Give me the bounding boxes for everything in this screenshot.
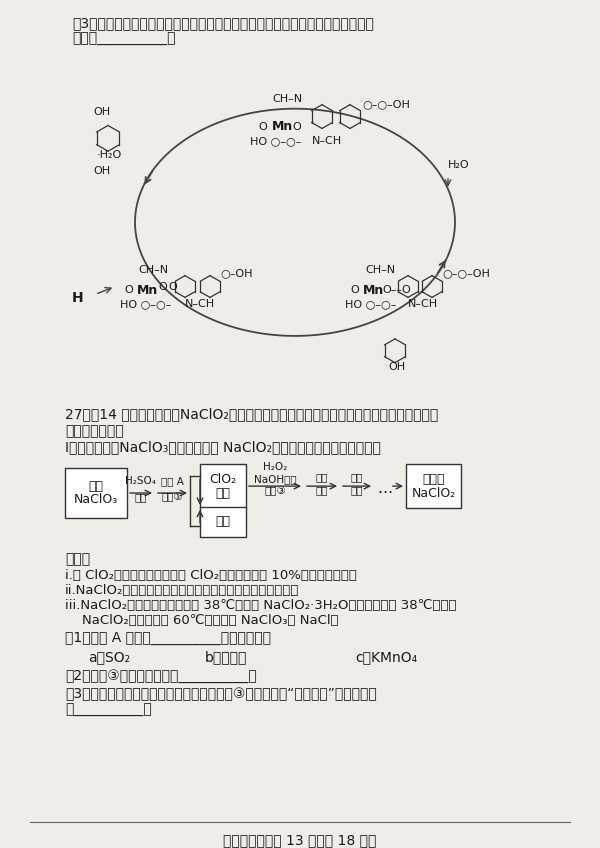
Text: 蔓发: 蔓发 — [316, 485, 328, 495]
Text: i.绯 ClO₂易分解爆炸，空气中 ClO₂的体积分数在 10%以下比较安全；: i.绯 ClO₂易分解爆炸，空气中 ClO₂的体积分数在 10%以下比较安全； — [65, 569, 357, 582]
Text: NaClO₂: NaClO₂ — [412, 487, 455, 499]
Text: 已知：: 已知： — [65, 552, 90, 566]
Text: OH: OH — [93, 107, 110, 117]
Text: Mn: Mn — [137, 283, 158, 297]
Text: HO ○–○–: HO ○–○– — [250, 137, 301, 147]
Text: H: H — [72, 292, 83, 305]
Text: 减压: 减压 — [316, 472, 328, 483]
Text: 溶解: 溶解 — [135, 492, 147, 502]
Text: CH–N: CH–N — [272, 94, 302, 103]
Text: 是__________。: 是__________。 — [65, 704, 152, 717]
Text: b．浓瞄酸: b．浓瞄酸 — [205, 650, 247, 664]
Text: 结晶: 结晶 — [351, 485, 363, 495]
Text: ○–○–OH: ○–○–OH — [442, 269, 490, 279]
Text: ClO₂: ClO₂ — [209, 472, 236, 486]
Text: Mn: Mn — [363, 283, 384, 297]
Text: NaClO₂晶体，高于 60℃时分解成 NaClO₃和 NaCl。: NaClO₂晶体，高于 60℃时分解成 NaClO₃和 NaCl。 — [65, 614, 338, 627]
Text: H₂SO₄: H₂SO₄ — [125, 477, 157, 486]
Text: HO ○–○–: HO ○–○– — [345, 299, 397, 310]
Text: 方程式__________。: 方程式__________。 — [72, 31, 176, 46]
Text: iii.NaClO₂饱和溶液在温度低于 38℃时析出 NaClO₂·3H₂O，等于或高于 38℃时析出: iii.NaClO₂饱和溶液在温度低于 38℃时析出 NaClO₂·3H₂O，等… — [65, 599, 457, 611]
Text: OH: OH — [93, 166, 110, 176]
Text: N–CH: N–CH — [312, 137, 342, 147]
Text: c．KMnO₄: c．KMnO₄ — [355, 650, 417, 664]
Text: 脆硝的吸收剂。: 脆硝的吸收剂。 — [65, 424, 124, 438]
Text: 粗产品: 粗产品 — [422, 472, 445, 486]
Text: 反应③: 反应③ — [264, 486, 286, 496]
Text: 27．（14 分）亚氯酸鼠（NaClO₂）是一种重要的杀菌消毒剂，同时也是对烟气进行脆硫、: 27．（14 分）亚氯酸鼠（NaClO₂）是一种重要的杀菌消毒剂，同时也是对烟气… — [65, 407, 438, 421]
Text: （3）有机反应中也常用到催化剂。某反应原理可以下图表示，写出此反应的化学: （3）有机反应中也常用到催化剂。某反应原理可以下图表示，写出此反应的化学 — [72, 16, 374, 30]
Text: O: O — [258, 121, 267, 131]
Text: CH–N: CH–N — [138, 265, 168, 275]
Text: 反应①: 反应① — [161, 492, 183, 502]
Text: （2）反应③的离子方程式为__________。: （2）反应③的离子方程式为__________。 — [65, 669, 257, 683]
Text: …: … — [377, 481, 392, 495]
Text: 高三理科综合第 13 页（共 18 页）: 高三理科综合第 13 页（共 18 页） — [223, 833, 377, 847]
Text: NaOH溶液: NaOH溶液 — [254, 474, 296, 484]
Text: O: O — [168, 282, 177, 292]
Text: ○–○–OH: ○–○–OH — [362, 99, 410, 109]
Text: NaClO₃: NaClO₃ — [74, 494, 118, 506]
Text: Mn: Mn — [272, 120, 293, 132]
Text: 试剂 A: 试剂 A — [161, 477, 184, 486]
Text: O: O — [124, 285, 133, 294]
Text: ii.NaClO₂在碱性溶液中稳定存在，在酸性溶液中迅速分解；: ii.NaClO₂在碱性溶液中稳定存在，在酸性溶液中迅速分解； — [65, 584, 299, 597]
Text: OH: OH — [388, 361, 405, 371]
Text: 冷却: 冷却 — [351, 472, 363, 483]
FancyBboxPatch shape — [200, 465, 246, 508]
Text: H₂O: H₂O — [448, 160, 470, 170]
Text: N–CH: N–CH — [185, 299, 215, 310]
Text: （3）已知压强越大，物质的沸点越高。反应③结束后采用“减压蔓发”操作的原因: （3）已知压强越大，物质的沸点越高。反应③结束后采用“减压蔓发”操作的原因 — [65, 688, 377, 701]
Text: ○–OH: ○–OH — [220, 269, 253, 279]
Text: O: O — [292, 121, 301, 131]
Text: H₂O₂: H₂O₂ — [263, 462, 287, 472]
Text: O––O: O––O — [382, 285, 411, 294]
Text: ·H₂O: ·H₂O — [97, 150, 122, 160]
Text: O: O — [350, 285, 359, 294]
Text: O: O — [158, 282, 167, 292]
Text: （1）试剂 A 应选择__________。（填字母）: （1）试剂 A 应选择__________。（填字母） — [65, 632, 271, 645]
Text: HO ○–○–: HO ○–○– — [120, 299, 172, 310]
Text: N–CH: N–CH — [408, 299, 438, 310]
Text: a．SO₂: a．SO₂ — [88, 650, 130, 664]
Text: 气体: 气体 — [215, 487, 230, 499]
Text: 母液: 母液 — [215, 516, 230, 528]
Text: Ⅰ．以氯酸鼠（NaClO₃）为原料制备 NaClO₂粗品的工艺流程如下图所示：: Ⅰ．以氯酸鼠（NaClO₃）为原料制备 NaClO₂粗品的工艺流程如下图所示： — [65, 441, 381, 455]
FancyBboxPatch shape — [406, 465, 461, 508]
FancyBboxPatch shape — [200, 507, 246, 537]
Text: CH–N: CH–N — [365, 265, 395, 275]
Text: 原料: 原料 — [89, 480, 104, 493]
FancyBboxPatch shape — [65, 468, 127, 518]
